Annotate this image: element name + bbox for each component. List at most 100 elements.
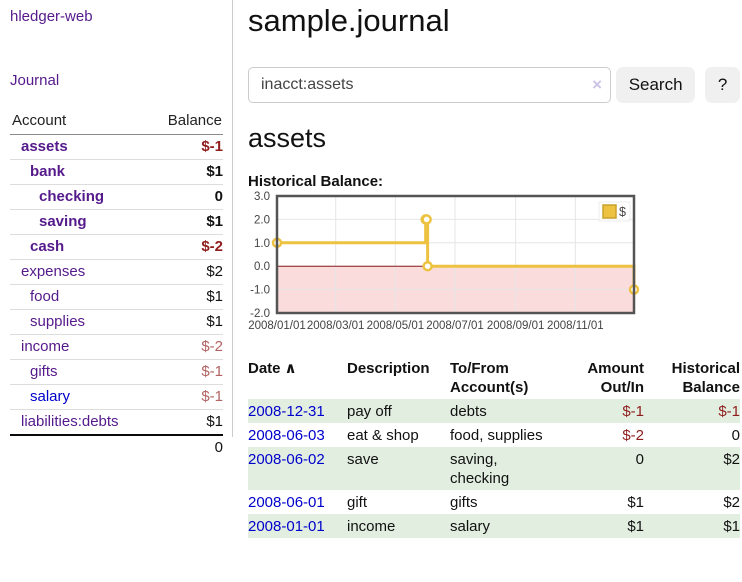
transaction-row: 2008-01-01 income salary $1 $1 — [248, 514, 740, 538]
account-link[interactable]: cash — [30, 238, 65, 255]
svg-text:-2.0: -2.0 — [250, 308, 270, 320]
transaction-date-link[interactable]: 2008-06-02 — [248, 451, 325, 468]
svg-text:$: $ — [619, 205, 626, 219]
account-link[interactable]: food — [30, 288, 60, 305]
account-balance: $1 — [149, 409, 223, 436]
svg-text:2008/09/01: 2008/09/01 — [487, 320, 545, 332]
svg-text:2008/11/01: 2008/11/01 — [547, 320, 604, 332]
account-row: income $-2 — [10, 334, 223, 360]
account-row: expenses $2 — [10, 259, 223, 285]
transaction-description-cell: eat & shop — [347, 427, 419, 444]
account-balance: $-2 — [149, 234, 223, 260]
account-balance: $1 — [149, 209, 223, 235]
clear-search-icon[interactable]: × — [592, 75, 602, 94]
app-brand-link[interactable]: hledger-web — [10, 8, 93, 25]
account-row: food $1 — [10, 284, 223, 310]
account-row: bank $1 — [10, 159, 223, 185]
sidebar-accounts-body: assets $-1 bank $1 checking 0 saving $1 cash $-2 e… — [10, 134, 223, 436]
account-link[interactable]: assets — [21, 138, 68, 155]
account-balance: 0 — [149, 184, 223, 210]
transaction-amount-cell: $1 — [627, 518, 644, 535]
account-link[interactable]: liabilities:debts — [21, 413, 119, 430]
transaction-amount-cell: $-2 — [622, 427, 644, 444]
transaction-amount-cell: 0 — [635, 451, 644, 468]
transaction-balance-cell: 0 — [731, 427, 740, 444]
account-link[interactable]: salary — [30, 388, 71, 405]
account-link[interactable]: supplies — [30, 313, 86, 330]
transaction-date-cell: 2008-06-01 — [248, 490, 347, 514]
register-header-description: Description — [347, 360, 430, 377]
transaction-accounts-cell: debts — [450, 403, 487, 420]
account-row: checking 0 — [10, 184, 223, 210]
accounts-total-spacer — [10, 434, 150, 460]
register-body: 2008-12-31 pay off debts $-1 $-1 2008-06-03 ea… — [248, 399, 740, 538]
account-link[interactable]: gifts — [30, 363, 58, 380]
account-balance: $-1 — [149, 359, 223, 385]
account-link[interactable]: saving — [39, 213, 87, 230]
register-header-date[interactable]: Date ∧ — [248, 360, 297, 377]
transaction-amount-cell: $1 — [627, 494, 644, 511]
accounts-table: Account Balance assets $-1 bank $1 checking 0… — [10, 110, 223, 460]
transaction-accounts-cell: saving, checking — [450, 451, 510, 487]
transaction-amount-cell: $-1 — [622, 403, 644, 420]
transaction-description-cell: income — [347, 518, 396, 535]
account-link[interactable]: checking — [39, 188, 105, 205]
account-balance: $2 — [149, 259, 223, 285]
accounts-header-balance: Balance — [149, 110, 223, 135]
account-row: salary $-1 — [10, 384, 223, 410]
account-link[interactable]: income — [21, 338, 70, 355]
accounts-header-row: Account Balance — [10, 110, 223, 135]
register-header-accounts: To/From Account(s) — [450, 360, 529, 396]
svg-text:0.0: 0.0 — [254, 261, 270, 273]
account-heading: assets — [248, 123, 327, 153]
account-balance: $1 — [149, 284, 223, 310]
sidebar: hledger-web Journal Account Balance asse… — [0, 0, 233, 460]
svg-text:2008/05/01: 2008/05/01 — [367, 320, 425, 332]
account-row: assets $-1 — [10, 134, 223, 160]
transaction-date-link[interactable]: 2008-12-31 — [248, 403, 325, 420]
account-row: liabilities:debts $1 — [10, 409, 223, 436]
register-table: Date ∧ Description To/From Account(s) Amo… — [248, 357, 740, 538]
account-balance: $-2 — [149, 334, 223, 360]
svg-text:-1.0: -1.0 — [250, 285, 270, 297]
transaction-description-cell: pay off — [347, 403, 392, 420]
transaction-balance-cell: $-1 — [718, 403, 740, 420]
transaction-date-cell: 2008-06-02 — [248, 447, 347, 490]
sort-asc-icon[interactable]: ∧ — [284, 360, 297, 377]
help-button[interactable]: ? — [705, 67, 740, 103]
account-balance: $1 — [149, 159, 223, 185]
accounts-total-row: 0 — [10, 434, 223, 460]
transaction-date-link[interactable]: 2008-01-01 — [248, 518, 325, 535]
nav-journal-link[interactable]: Journal — [10, 72, 60, 89]
search-button[interactable]: Search — [616, 67, 696, 103]
search-input[interactable] — [248, 67, 611, 103]
account-link[interactable]: expenses — [21, 263, 86, 280]
transaction-date-cell: 2008-06-03 — [248, 423, 347, 447]
transaction-balance-cell: $2 — [723, 451, 740, 468]
account-row: cash $-2 — [10, 234, 223, 260]
transaction-row: 2008-06-01 gift gifts $1 $2 — [248, 490, 740, 514]
transaction-date-cell: 2008-12-31 — [248, 399, 347, 423]
transaction-accounts-cell: food, supplies — [450, 427, 543, 444]
chart-title: Historical Balance: — [248, 173, 384, 190]
transaction-description-cell: save — [347, 451, 379, 468]
transaction-date-link[interactable]: 2008-06-01 — [248, 494, 325, 511]
svg-text:3.0: 3.0 — [254, 191, 270, 203]
transaction-date-cell: 2008-01-01 — [248, 514, 347, 538]
account-link[interactable]: bank — [30, 163, 66, 180]
transaction-row: 2008-06-02 save saving, checking 0 $2 — [248, 447, 740, 490]
account-row: gifts $-1 — [10, 359, 223, 385]
historical-balance-chart: $3.0 2.0 1.0 0.0 -1.0 -2.0 2008/01/01 2008/03/0… — [248, 190, 740, 340]
svg-text:2008/01/01: 2008/01/01 — [248, 320, 306, 332]
transaction-balance-cell: $2 — [723, 494, 740, 511]
account-balance: $-1 — [149, 384, 223, 410]
accounts-total-value: 0 — [149, 434, 223, 460]
main-content: sample.journal × Search ? assets Histori… — [248, 0, 740, 538]
transaction-row: 2008-06-03 eat & shop food, supplies $-2 0 — [248, 423, 740, 447]
transaction-accounts-cell: salary — [450, 518, 491, 535]
transaction-description-cell: gift — [347, 494, 368, 511]
transaction-date-link[interactable]: 2008-06-03 — [248, 427, 325, 444]
transaction-row: 2008-12-31 pay off debts $-1 $-1 — [248, 399, 740, 423]
account-row: supplies $1 — [10, 309, 223, 335]
search-form: × Search ? — [248, 67, 740, 103]
